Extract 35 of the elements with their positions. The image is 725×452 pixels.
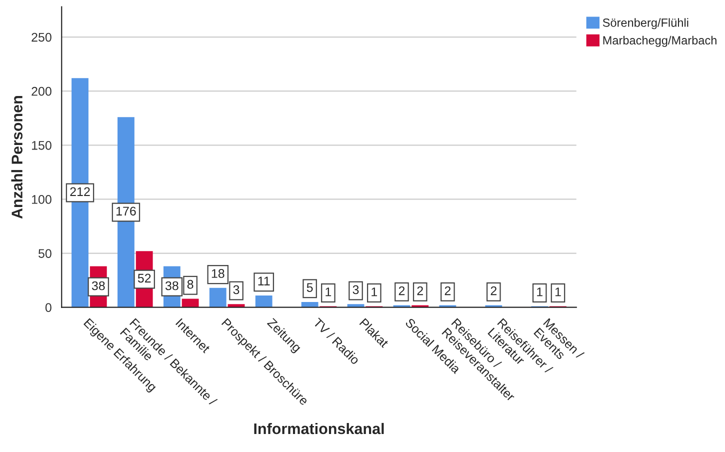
- data-label: 2: [417, 286, 423, 296]
- y-tick-label: 0: [45, 303, 52, 312]
- data-label: 1: [372, 288, 378, 296]
- data-label: 5: [306, 283, 313, 292]
- y-tick-label: 250: [32, 32, 52, 42]
- data-label: 3: [233, 285, 240, 294]
- data-label: 1: [555, 288, 561, 296]
- bar: [182, 298, 199, 308]
- bar: [301, 302, 318, 308]
- data-label: 2: [398, 286, 405, 296]
- data-label: 2: [490, 286, 496, 296]
- data-label: 176: [116, 206, 136, 216]
- data-label: 3: [352, 285, 359, 294]
- bar: [228, 304, 245, 308]
- bar: [255, 295, 272, 308]
- data-label: 52: [138, 274, 151, 283]
- data-label: 11: [258, 276, 270, 286]
- data-label: 212: [70, 187, 90, 196]
- y-tick-label: 100: [32, 195, 52, 204]
- bar: [209, 288, 226, 308]
- data-label: 1: [537, 288, 542, 296]
- data-label: 8: [187, 280, 194, 289]
- data-label: 18: [212, 269, 224, 278]
- legend-label: Sörenberg/Flühli: [602, 18, 688, 30]
- y-tick-label: 200: [32, 86, 52, 96]
- bar: [347, 304, 364, 308]
- y-axis-title: Anzahl Personen: [11, 96, 22, 219]
- data-label: 38: [92, 281, 105, 290]
- x-axis-title: Informationskanal: [254, 422, 384, 434]
- data-label: 38: [165, 281, 178, 290]
- legend-label: Marbachegg/Marbach: [603, 36, 716, 47]
- data-label: 2: [444, 286, 451, 296]
- data-label: 1: [326, 288, 332, 296]
- y-tick-label: 150: [32, 140, 52, 150]
- y-tick-label: 50: [38, 249, 52, 258]
